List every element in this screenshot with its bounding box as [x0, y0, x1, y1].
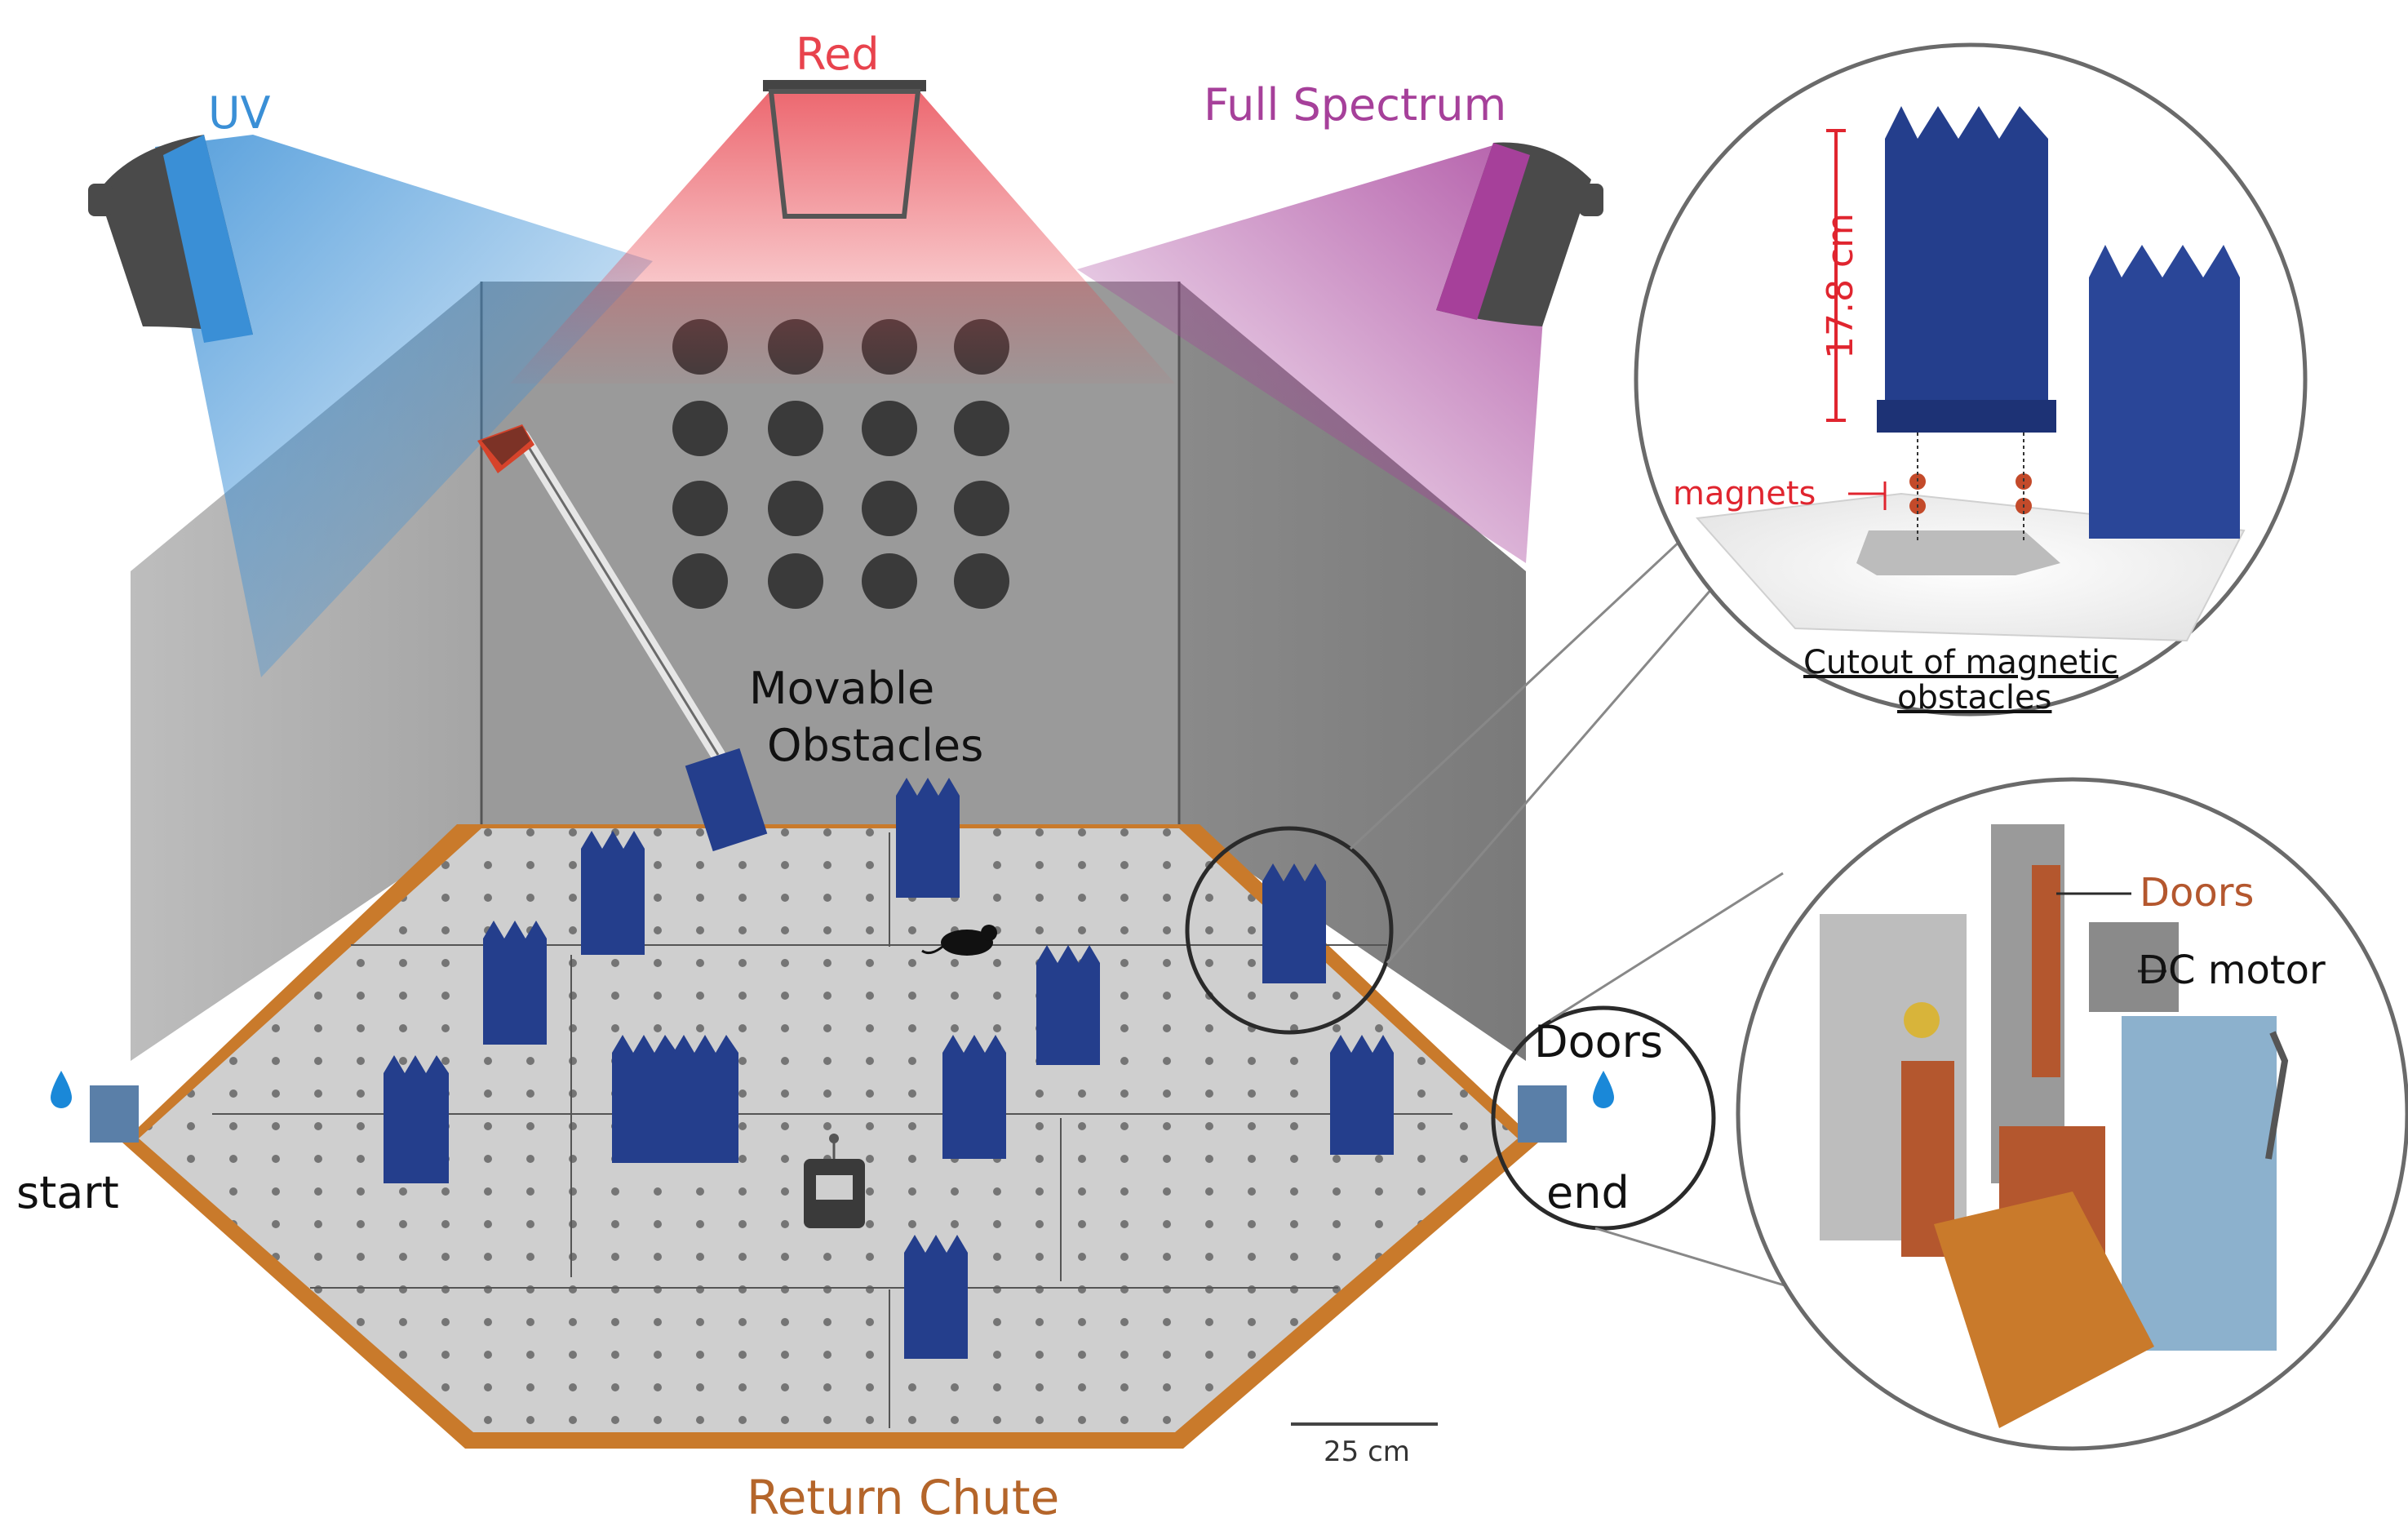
grabber-tool [477, 424, 725, 762]
start-water-port [51, 1071, 139, 1143]
inset-doors-label: Doors [2140, 870, 2254, 916]
end-water-port [1518, 1071, 1614, 1143]
full-spectrum-label: Full Spectrum [1204, 79, 1506, 131]
magnetic-caption-line1: Cutout of magnetic [1803, 644, 2118, 681]
obstacles-label-line1: Movable [749, 663, 934, 714]
obstacle [1262, 863, 1326, 983]
uv-beam [155, 135, 653, 677]
right-wall [1179, 282, 1526, 1061]
uv-lamp [88, 135, 253, 343]
uv-label: UV [208, 87, 271, 139]
obstacle [483, 921, 547, 1045]
doors-callout-circle [1491, 1005, 1716, 1231]
movable-obstacles [384, 748, 1394, 1359]
doors-mechanism-inset [1736, 777, 2408, 1451]
start-label: start [16, 1167, 119, 1218]
height-label: 17.8 cm [1820, 213, 1861, 359]
obstacle [581, 831, 645, 955]
magnetic-caption-line2: obstacles [1897, 679, 2051, 717]
obstacle [904, 1235, 968, 1359]
doors-label: Doors [1534, 1016, 1663, 1067]
dc-motor-label: DC motor [2138, 947, 2326, 993]
red-label: Red [796, 29, 880, 80]
obstacle [685, 748, 768, 852]
obstacle [896, 778, 960, 898]
obstacle [384, 1055, 449, 1183]
full-beam [1077, 143, 1554, 563]
magnets-label: magnets [1673, 475, 1816, 513]
obstacle [1036, 945, 1100, 1065]
obstacle-callout-circle [1185, 826, 1394, 1035]
scale-label: 25 cm [1324, 1436, 1410, 1468]
robot-icon [804, 1134, 865, 1228]
obstacle [673, 1035, 738, 1163]
full-spectrum-lamp [1436, 142, 1603, 326]
return-chute-label: Return Chute [747, 1470, 1059, 1525]
obstacle [1330, 1035, 1394, 1155]
obstacle [942, 1035, 1006, 1159]
magnetic-obstacle-inset [1634, 42, 2308, 717]
mouse-icon [921, 925, 997, 956]
end-label: end [1546, 1167, 1630, 1218]
red-lamp [763, 80, 926, 219]
red-beam [510, 90, 1175, 384]
obstacle [612, 1035, 677, 1163]
obstacles-label-line2: Obstacles [767, 720, 983, 771]
light-beams [155, 90, 1554, 677]
